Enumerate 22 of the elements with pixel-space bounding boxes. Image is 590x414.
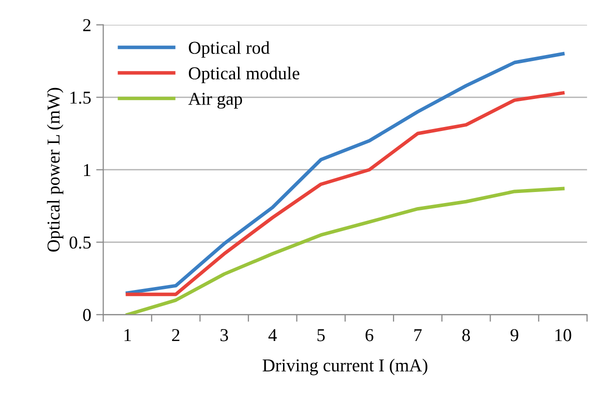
legend-label: Optical module xyxy=(188,66,300,84)
y-tick-label: 1 xyxy=(84,164,90,176)
x-tick-label: 7 xyxy=(414,329,422,342)
x-tick-label: 1 xyxy=(124,329,131,342)
x-tick-label: 4 xyxy=(268,329,277,342)
line-series xyxy=(126,186,565,315)
y-tick-label: 0 xyxy=(83,308,91,322)
x-tick-label: 3 xyxy=(220,329,228,342)
legend-label: Air gap xyxy=(188,92,242,109)
y-axis-title: Optical power L (mW) xyxy=(46,88,64,252)
x-tick-label: 8 xyxy=(462,329,470,342)
x-tick-label: 10 xyxy=(555,329,572,342)
x-tick-label: 9 xyxy=(510,329,518,342)
x-axis-title: Driving current I (mA) xyxy=(262,358,428,376)
x-tick-label: 6 xyxy=(366,329,374,342)
y-tick-label: 2 xyxy=(83,19,90,32)
x-tick-label: 2 xyxy=(172,329,180,342)
legend-label: Optical rod xyxy=(188,41,270,58)
y-tick-label: 1.5 xyxy=(70,92,91,104)
y-tick-label: 0.5 xyxy=(70,236,91,249)
x-tick-label: 5 xyxy=(317,329,325,342)
line-series xyxy=(126,91,565,296)
